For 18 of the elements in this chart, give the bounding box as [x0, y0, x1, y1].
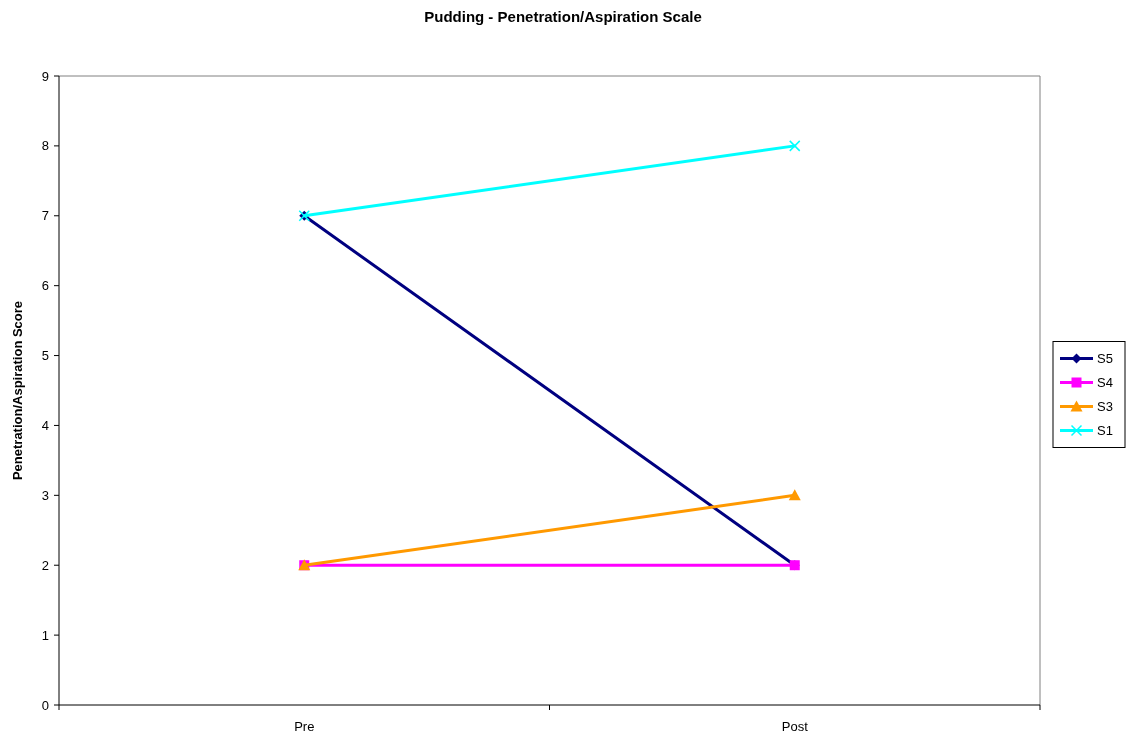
y-tick-label: 6	[41, 278, 49, 294]
y-tick-label: 5	[41, 348, 49, 364]
y-tick-label: 2	[41, 557, 49, 573]
x-tick-label: Pre	[294, 719, 315, 734]
y-tick-label: 9	[41, 68, 49, 84]
y-tick-label: 8	[41, 138, 49, 154]
y-tick-label: 7	[41, 208, 49, 224]
legend-label: S1	[1097, 423, 1113, 439]
y-axis-title: Penetration/Aspiration Score	[10, 300, 25, 481]
y-tick-label: 1	[41, 627, 49, 643]
legend-label: S4	[1097, 375, 1113, 391]
y-tick-label: 4	[41, 417, 49, 433]
y-tick-label: 3	[41, 487, 49, 503]
legend-label: S5	[1097, 351, 1113, 367]
chart-title: Pudding - Penetration/Aspiration Scale	[424, 8, 702, 25]
y-tick-label: 0	[41, 697, 49, 713]
legend-label: S3	[1097, 399, 1113, 415]
x-tick-label: Post	[781, 719, 809, 734]
